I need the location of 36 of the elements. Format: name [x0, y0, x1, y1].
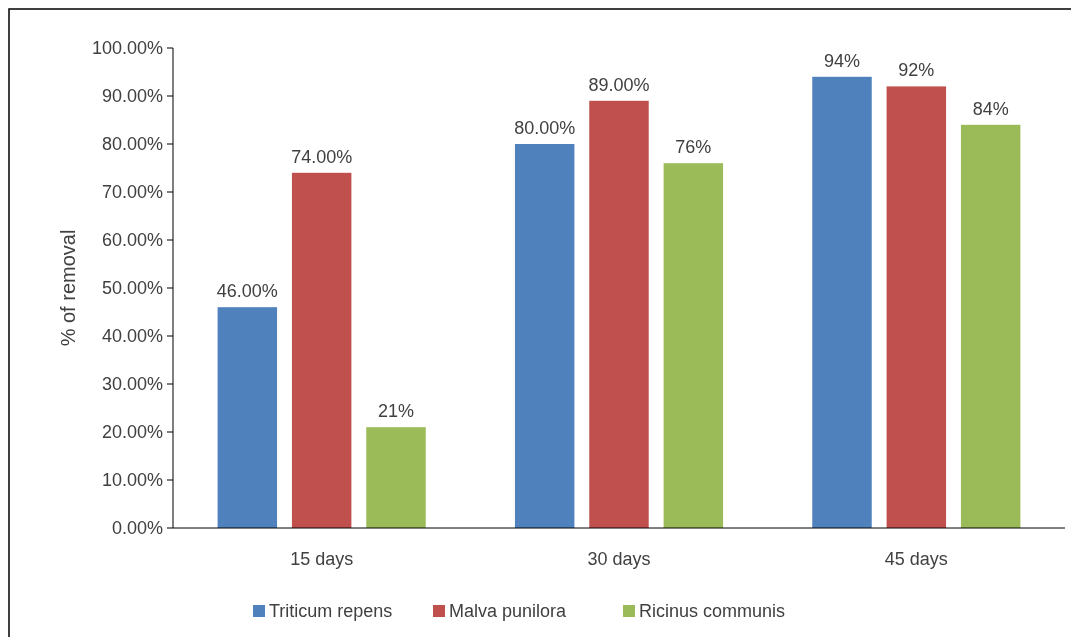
data-label: 89.00% — [588, 74, 650, 95]
bar — [514, 144, 575, 528]
y-tick-label: 80.00% — [101, 134, 163, 155]
y-tick-label: 20.00% — [101, 422, 163, 443]
y-tick-label: 70.00% — [101, 182, 163, 203]
bar — [291, 172, 352, 528]
bar — [366, 427, 426, 528]
bar — [812, 76, 872, 528]
legend-label: Triticum repens — [269, 601, 393, 622]
x-tick-label: 15 days — [290, 549, 354, 569]
y-axis-title: % of removal — [57, 229, 79, 347]
data-label: 80.00% — [514, 118, 576, 138]
bar — [960, 124, 1021, 528]
x-tick-label: 30 days — [587, 549, 651, 569]
y-tick-label: 0.00% — [111, 518, 163, 539]
data-label: 21% — [377, 401, 415, 422]
data-label: 84% — [972, 98, 1009, 119]
x-tick-label: 45 days — [884, 549, 948, 569]
y-tick-label: 60.00% — [101, 230, 163, 251]
y-tick-label: 100.00% — [91, 38, 163, 59]
y-tick-label: 10.00% — [101, 470, 163, 491]
bar — [589, 100, 649, 528]
data-label: 94% — [823, 50, 861, 71]
y-tick-label: 30.00% — [101, 374, 163, 395]
data-label: 74.00% — [291, 146, 353, 167]
bar — [886, 86, 947, 528]
data-label: 92% — [898, 60, 935, 81]
y-tick-label: 90.00% — [101, 86, 163, 107]
bar — [217, 307, 278, 528]
y-tick-label: 40.00% — [101, 326, 163, 347]
data-label: 46.00% — [216, 281, 278, 302]
y-tick-label: 50.00% — [101, 278, 163, 299]
legend-label: Ricinus communis — [639, 601, 786, 622]
data-label: 76% — [675, 137, 712, 158]
bar — [663, 163, 724, 528]
legend-label: Malva punilora — [449, 601, 568, 622]
